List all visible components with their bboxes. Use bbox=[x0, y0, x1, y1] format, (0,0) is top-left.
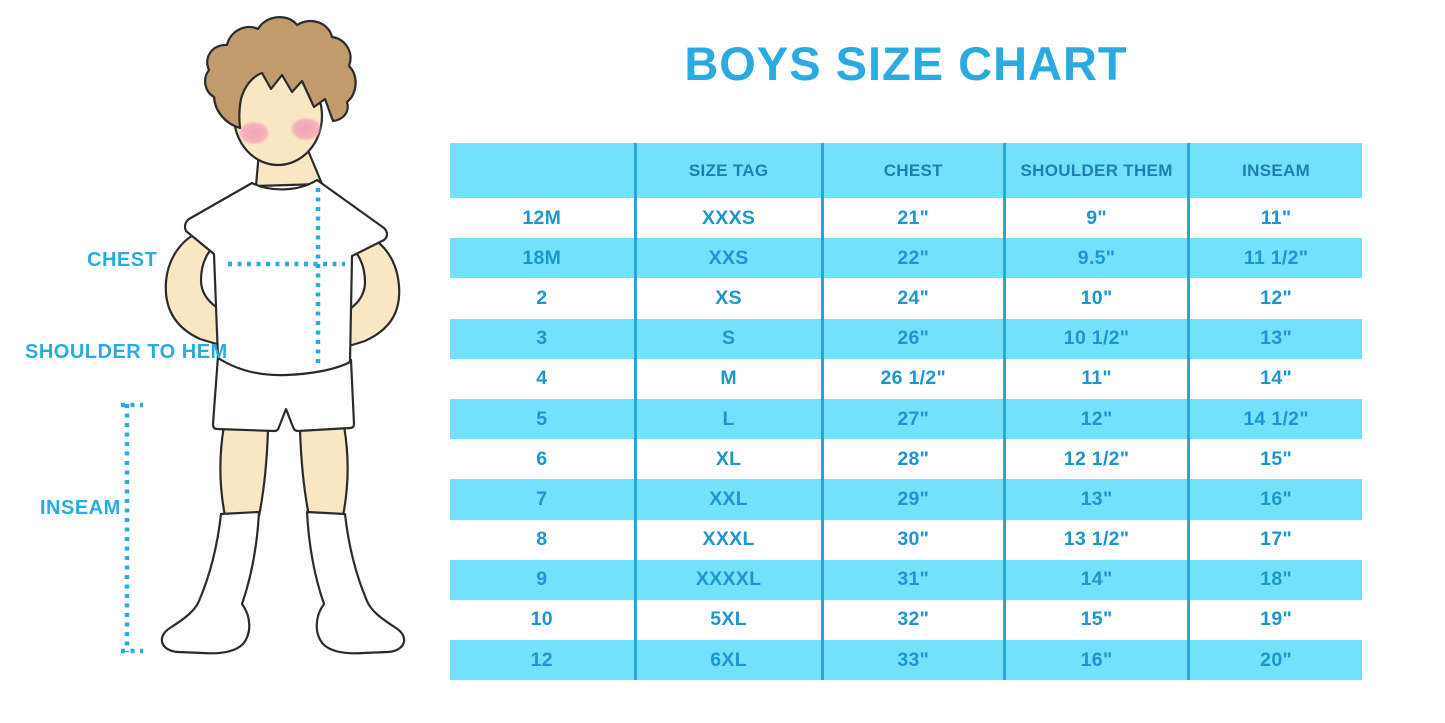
table-row: 3 S 26" 10 1/2" 13" bbox=[450, 318, 1362, 359]
table-cell-size: 4 bbox=[450, 358, 636, 399]
inseam-label: INSEAM bbox=[40, 497, 121, 519]
table-cell-shoulder-hem: 13" bbox=[1002, 479, 1189, 520]
table-cell-shoulder-hem: 12" bbox=[1002, 398, 1189, 440]
table-row: 2 XS 24" 10" 12" bbox=[450, 278, 1362, 319]
table-row: 7 XXL 29" 13" 16" bbox=[450, 479, 1362, 520]
table-cell-chest: 26" bbox=[820, 318, 1005, 359]
table-cell-inseam: 17" bbox=[1187, 519, 1362, 560]
column-header-chest: CHEST bbox=[820, 143, 1005, 198]
column-header-inseam: INSEAM bbox=[1187, 143, 1362, 198]
table-cell-inseam: 14 1/2" bbox=[1187, 398, 1362, 440]
table-cell-shoulder-hem: 9" bbox=[1002, 198, 1189, 239]
table-row: 18M XXS 22" 9.5" 11 1/2" bbox=[450, 238, 1362, 279]
figure-hair bbox=[204, 16, 357, 130]
page-title: BOYS SIZE CHART bbox=[684, 37, 1128, 90]
table-cell-shoulder-hem: 12 1/2" bbox=[1002, 439, 1189, 480]
table-cell-chest: 28" bbox=[820, 439, 1005, 480]
table-cell-inseam: 19" bbox=[1187, 599, 1362, 641]
table-cell-size: 18M bbox=[450, 238, 636, 279]
table-cell-size: 9 bbox=[450, 559, 636, 600]
table-cell-size-tag: 6XL bbox=[633, 640, 823, 681]
table-cell-size-tag: XXL bbox=[633, 479, 823, 520]
table-cell-size-tag: XXXXL bbox=[633, 559, 823, 600]
table-cell-shoulder-hem: 10" bbox=[1002, 278, 1189, 319]
table-cell-inseam: 14" bbox=[1187, 358, 1362, 399]
table-cell-shoulder-hem: 15" bbox=[1002, 599, 1189, 641]
column-header-shoulder-hem: SHOULDER THEM bbox=[1002, 143, 1189, 198]
figure-right-leg bbox=[298, 424, 349, 518]
table-row: 9 XXXXL 31" 14" 18" bbox=[450, 559, 1362, 600]
figure-shirt bbox=[183, 178, 389, 377]
table-header-row: SIZE TAG CHEST SHOULDER THEM INSEAM bbox=[450, 143, 1362, 198]
table-row: 12 6XL 33" 16" 20" bbox=[450, 640, 1362, 681]
table-cell-size-tag: XXS bbox=[633, 238, 823, 279]
table-cell-chest: 29" bbox=[820, 479, 1005, 520]
table-cell-size: 12 bbox=[450, 640, 636, 681]
table-cell-shoulder-hem: 13 1/2" bbox=[1002, 519, 1189, 560]
table-cell-size: 3 bbox=[450, 318, 636, 359]
table-cell-size-tag: L bbox=[633, 398, 823, 440]
table-cell-inseam: 18" bbox=[1187, 559, 1362, 600]
boy-figure-illustration bbox=[121, 16, 406, 655]
table-cell-size-tag: XXXL bbox=[633, 519, 823, 560]
table-cell-inseam: 12" bbox=[1187, 278, 1362, 319]
table-cell-size: 6 bbox=[450, 439, 636, 480]
table-cell-chest: 22" bbox=[820, 238, 1005, 279]
column-header-size bbox=[450, 143, 636, 198]
table-cell-size-tag: 5XL bbox=[633, 599, 823, 641]
table-cell-shoulder-hem: 14" bbox=[1002, 559, 1189, 600]
table-row: 10 5XL 32" 15" 19" bbox=[450, 599, 1362, 641]
table-cell-chest: 27" bbox=[820, 398, 1005, 440]
table-cell-size: 7 bbox=[450, 479, 636, 520]
table-row: 5 L 27" 12" 14 1/2" bbox=[450, 398, 1362, 440]
figure-left-leg bbox=[219, 424, 270, 518]
chest-label: CHEST bbox=[87, 249, 158, 271]
table-cell-shoulder-hem: 10 1/2" bbox=[1002, 318, 1189, 359]
figure-left-sock bbox=[160, 510, 261, 655]
table-cell-size: 8 bbox=[450, 519, 636, 560]
table-cell-inseam: 16" bbox=[1187, 479, 1362, 520]
table-cell-chest: 26 1/2" bbox=[820, 358, 1005, 399]
table-row: 12M XXXS 21" 9" 11" bbox=[450, 198, 1362, 239]
table-cell-size-tag: XXXS bbox=[633, 198, 823, 239]
table-cell-chest: 30" bbox=[820, 519, 1005, 560]
figure-blush-right bbox=[290, 117, 322, 141]
size-table-body: 12M XXXS 21" 9" 11" 18M XXS 22" 9.5" 11 … bbox=[450, 198, 1362, 681]
figure-blush-left bbox=[238, 121, 270, 145]
table-cell-size-tag: M bbox=[633, 358, 823, 399]
table-cell-inseam: 15" bbox=[1187, 439, 1362, 480]
figure-right-sock bbox=[305, 510, 406, 655]
table-cell-size-tag: S bbox=[633, 318, 823, 359]
table-cell-inseam: 13" bbox=[1187, 318, 1362, 359]
table-cell-size-tag: XL bbox=[633, 439, 823, 480]
shoulder-to-hem-label: SHOULDER TO HEM bbox=[25, 341, 228, 363]
table-row: 6 XL 28" 12 1/2" 15" bbox=[450, 439, 1362, 480]
table-cell-size: 12M bbox=[450, 198, 636, 239]
size-table: SIZE TAG CHEST SHOULDER THEM INSEAM 12M … bbox=[450, 143, 1362, 681]
table-cell-chest: 33" bbox=[820, 640, 1005, 681]
table-cell-shoulder-hem: 11" bbox=[1002, 358, 1189, 399]
table-cell-size-tag: XS bbox=[633, 278, 823, 319]
column-header-size-tag: SIZE TAG bbox=[633, 143, 823, 198]
figure-shorts bbox=[211, 354, 356, 433]
table-cell-size: 10 bbox=[450, 599, 636, 641]
table-cell-shoulder-hem: 9.5" bbox=[1002, 238, 1189, 279]
table-cell-shoulder-hem: 16" bbox=[1002, 640, 1189, 681]
table-cell-inseam: 11" bbox=[1187, 198, 1362, 239]
table-row: 8 XXXL 30" 13 1/2" 17" bbox=[450, 519, 1362, 560]
table-cell-inseam: 20" bbox=[1187, 640, 1362, 681]
table-cell-chest: 31" bbox=[820, 559, 1005, 600]
table-cell-inseam: 11 1/2" bbox=[1187, 238, 1362, 279]
table-cell-size: 2 bbox=[450, 278, 636, 319]
table-cell-chest: 32" bbox=[820, 599, 1005, 641]
table-cell-size: 5 bbox=[450, 398, 636, 440]
table-cell-chest: 21" bbox=[820, 198, 1005, 239]
figure-left-arm bbox=[164, 228, 232, 350]
table-row: 4 M 26 1/2" 11" 14" bbox=[450, 358, 1362, 399]
table-cell-chest: 24" bbox=[820, 278, 1005, 319]
